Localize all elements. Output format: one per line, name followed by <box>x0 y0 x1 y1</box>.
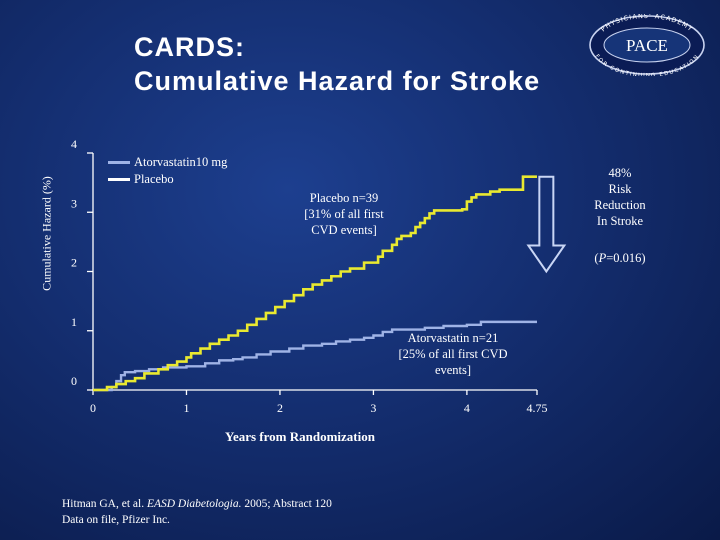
atorvastatin-annotation: Atorvastatin n=21 [25% of all first CVD … <box>378 330 528 378</box>
legend-swatch-atorvastatin <box>108 161 130 164</box>
chart-legend: Atorvastatin10 mg Placebo <box>108 154 227 188</box>
legend-item-atorvastatin: Atorvastatin10 mg <box>108 154 227 171</box>
placebo-series-line <box>93 175 537 392</box>
y-tick-label: 4 <box>71 137 77 151</box>
y-tick-label: 2 <box>71 256 77 270</box>
risk-reduction-arrow <box>526 175 567 274</box>
atorvastatin-annotation-line: events] <box>434 363 472 377</box>
atorvastatin-series-line <box>93 320 537 392</box>
x-tick-label: 1 <box>183 401 189 415</box>
p-value-rest: =0.016) <box>606 251 646 265</box>
x-tick-label: 0 <box>90 401 96 415</box>
x-tick-label: 3 <box>370 401 376 415</box>
y-tick-label: 0 <box>71 374 77 388</box>
placebo-annotation-line: [31% of all first <box>304 207 384 221</box>
slide-title: CARDS: Cumulative Hazard for Stroke <box>134 30 540 98</box>
legend-label-placebo: Placebo <box>134 172 174 186</box>
citation-authors: Hitman GA, et al. <box>62 498 147 510</box>
legend-item-placebo: Placebo <box>108 171 227 188</box>
citation-details: 2005; Abstract 120 <box>241 498 332 510</box>
reduction-arrow <box>526 175 567 274</box>
chart-series <box>93 175 537 392</box>
x-tick-label: 4 <box>464 401 470 415</box>
p-value-annotation: (P=0.016) <box>578 250 662 266</box>
p-value-open: ( <box>594 251 599 265</box>
logo-text: PACE <box>626 36 668 55</box>
atorvastatin-annotation-line: Atorvastatin n=21 <box>407 331 499 345</box>
x-tick-label: 4.75 <box>527 401 548 415</box>
risk-reduction-line: Reduction <box>594 198 646 212</box>
citation: Hitman GA, et al. EASD Diabetologia. 200… <box>62 496 332 528</box>
x-axis-label: Years from Randomization <box>225 429 375 444</box>
citation-line-2: Data on file, Pfizer Inc. <box>62 514 170 526</box>
placebo-annotation-line: Placebo n=39 <box>309 191 379 205</box>
citation-line-1: Hitman GA, et al. EASD Diabetologia. 200… <box>62 496 332 512</box>
y-axis-label: Cumulative Hazard (%) <box>39 176 54 291</box>
legend-swatch-placebo <box>108 178 130 181</box>
y-tick-label: 1 <box>71 315 77 329</box>
placebo-annotation-line: CVD events] <box>311 223 377 237</box>
x-tick-label: 2 <box>277 401 283 415</box>
placebo-annotation: Placebo n=39 [31% of all first CVD event… <box>286 190 402 238</box>
p-value-symbol: P <box>598 251 607 265</box>
title-line-1: CARDS: <box>134 32 245 62</box>
title-line-2: Cumulative Hazard for Stroke <box>134 66 541 96</box>
y-tick-label: 3 <box>71 196 77 210</box>
risk-reduction-line: 48% <box>608 166 632 180</box>
chart-axes: 0 1 2 3 4 0 1 2 3 4 4.75 <box>71 137 548 415</box>
risk-reduction-line: In Stroke <box>596 214 644 228</box>
pace-logo: PHYSICIANS' ACADEMY FOR CONTINUING EDUCA… <box>589 14 705 76</box>
citation-journal: EASD Diabetologia. <box>146 498 242 510</box>
legend-label-atorvastatin: Atorvastatin10 mg <box>134 155 228 169</box>
risk-reduction-line: Risk <box>608 182 632 196</box>
atorvastatin-annotation-line: [25% of all first CVD <box>398 347 508 361</box>
risk-reduction-annotation: 48% Risk Reduction In Stroke <box>574 165 666 229</box>
